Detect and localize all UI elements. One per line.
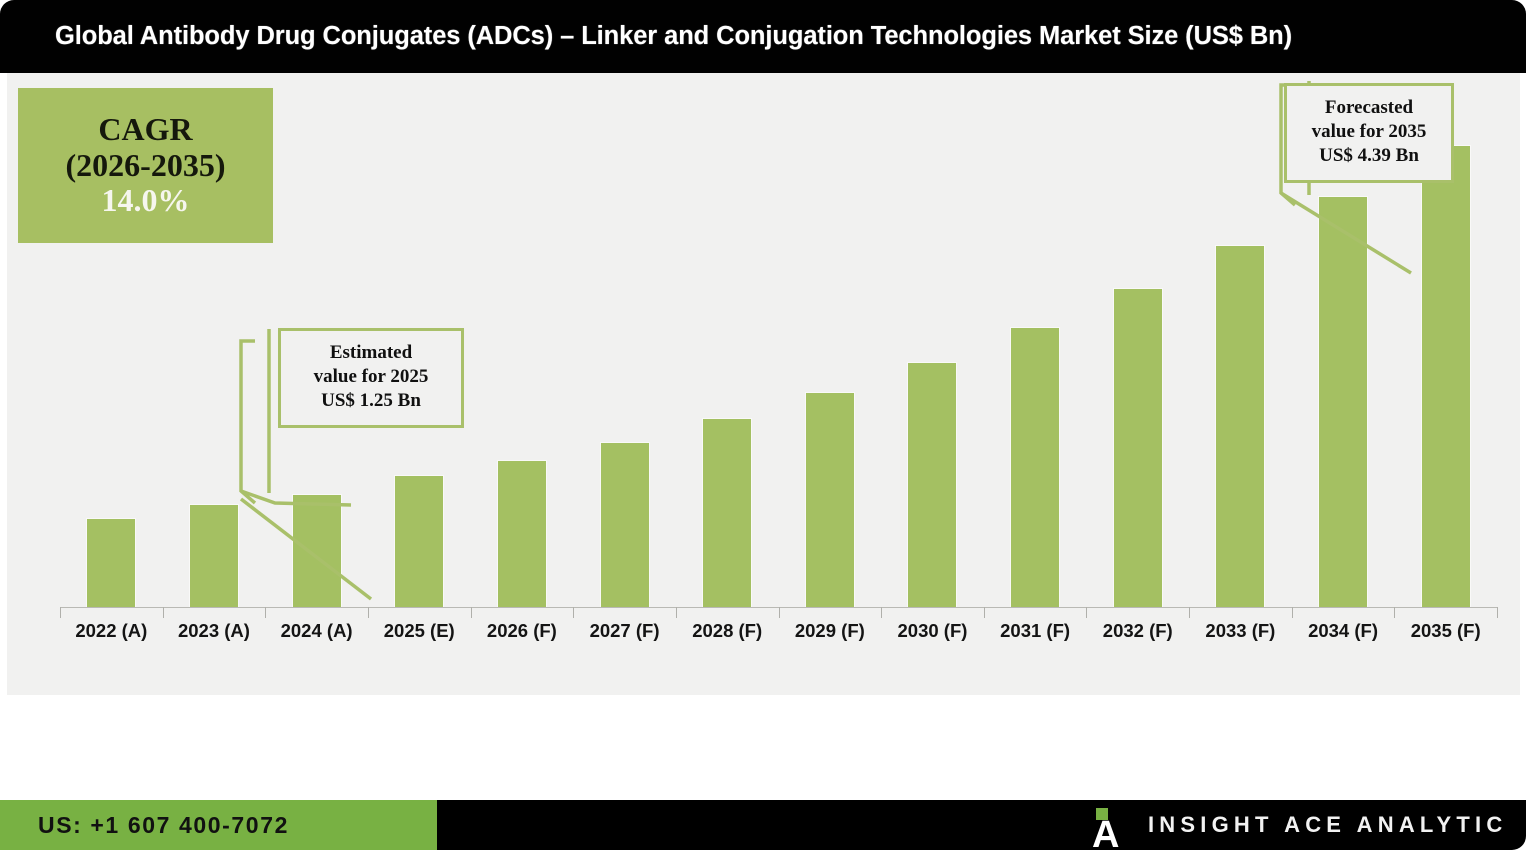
x-label: 2029 (F) (794, 620, 865, 641)
forecasted-leader-pointer (1280, 191, 1412, 275)
annotation-forecasted-line1: Forecasted (1324, 97, 1414, 118)
contact-phone[interactable]: US: +1 607 400-7072 (38, 811, 289, 838)
bar-2031-f- (1011, 328, 1060, 607)
insightace-logo-icon: A (1092, 808, 1124, 850)
x-label: 2024 (A) (280, 620, 353, 641)
title-bar: Global Antibody Drug Conjugates (ADCs) –… (0, 0, 1526, 73)
footer-bar: US: +1 607 400-7072 A INSIGHT ACE ANALYT… (0, 800, 1526, 850)
annotation-estimated-line3: US$ 1.25 Bn (321, 389, 421, 411)
x-tick (1291, 607, 1293, 618)
x-label: 2034 (F) (1308, 620, 1378, 641)
annotation-estimated-line1: Estimated (329, 342, 413, 363)
x-tick (1189, 607, 1191, 618)
chart-panel: CAGR (2026-2035) 14.0% 2022 (A) 2023 (A) 2… (0, 73, 1526, 695)
bar-cell (1086, 93, 1189, 607)
estimated-leader-pointer (239, 497, 373, 601)
x-label: 2022 (A) (75, 620, 148, 641)
footer-green-band (0, 800, 437, 850)
x-tick (265, 607, 267, 618)
bar-cell (368, 93, 471, 607)
x-label: 2027 (F) (589, 620, 660, 641)
bar-cell (1394, 93, 1497, 607)
bar-cell (1292, 93, 1395, 607)
bar-2035-f- (1421, 146, 1470, 607)
annotation-estimated-2025: Estimated value for 2025 US$ 1.25 Bn (278, 328, 464, 428)
x-label: 2033 (F) (1205, 620, 1276, 641)
bar-2030-f- (908, 363, 957, 607)
bar-cell (573, 93, 676, 607)
x-tick (60, 607, 61, 618)
bar-2027-f- (600, 443, 649, 607)
logo-green-square (1096, 808, 1108, 820)
bar-2032-f- (1113, 289, 1162, 607)
cagr-value: 14.0% (101, 182, 190, 219)
x-tick (881, 607, 883, 618)
x-tick (470, 607, 472, 618)
bar-2026-f- (497, 461, 546, 607)
x-label: 2031 (F) (1000, 620, 1071, 641)
x-tick (983, 607, 985, 618)
cagr-badge: CAGR (2026-2035) 14.0% (18, 88, 273, 243)
cagr-period: (2026-2035) (65, 146, 226, 183)
x-tick (1497, 607, 1498, 618)
x-label: 2028 (F) (692, 620, 763, 641)
x-axis-labels: 2022 (A) 2023 (A) 2024 (A) 2025 (E) 2026 (F)… (60, 620, 1497, 660)
bar-cell (676, 93, 779, 607)
x-tick (1394, 607, 1396, 618)
estimated-leader-line (239, 329, 352, 507)
bar-cell (471, 93, 574, 607)
bar-2024-a- (292, 495, 341, 607)
annotation-estimated-line2: value for 2025 (313, 365, 429, 387)
x-label: 2026 (F) (486, 620, 557, 641)
x-label: 2032 (F) (1102, 620, 1173, 641)
x-label: 2025 (E) (383, 620, 455, 641)
bar-2028-f- (703, 419, 752, 607)
contributors-band: Market Contributors Synaffix connect to … (0, 695, 1526, 800)
bar-2029-f- (805, 393, 854, 607)
logo-letter: A (1092, 814, 1120, 850)
bar-cell (881, 93, 984, 607)
x-label: 2023 (A) (177, 620, 250, 641)
x-tick (778, 607, 780, 618)
cagr-label: CAGR (98, 110, 193, 147)
x-tick (367, 607, 369, 618)
bar-cell (60, 93, 163, 607)
bar-2034-f- (1319, 197, 1368, 607)
bar-2022-a- (87, 519, 136, 607)
annotation-forecasted-line2: value for 2035 (1311, 120, 1427, 142)
bar-2025-e- (395, 476, 444, 607)
bar-cell (779, 93, 882, 607)
bar-cell (1189, 93, 1292, 607)
bar-cell (265, 93, 368, 607)
x-tick (675, 607, 677, 618)
x-label: 2035 (F) (1410, 620, 1481, 641)
page-title: Global Antibody Drug Conjugates (ADCs) –… (55, 22, 1293, 50)
annotation-forecasted-2035: Forecasted value for 2035 US$ 4.39 Bn (1284, 83, 1454, 183)
bar-series (60, 93, 1497, 607)
bar-2033-f- (1216, 246, 1265, 607)
bar-cell (163, 93, 266, 607)
x-label: 2030 (F) (897, 620, 968, 641)
brand-name: INSIGHT ACE ANALYTIC (1148, 812, 1508, 837)
x-tick (162, 607, 164, 618)
annotation-forecasted-line3: US$ 4.39 Bn (1319, 144, 1419, 166)
bar-cell (984, 93, 1087, 607)
bar-2023-a- (189, 505, 238, 607)
x-tick (1086, 607, 1088, 618)
x-tick (573, 607, 575, 618)
